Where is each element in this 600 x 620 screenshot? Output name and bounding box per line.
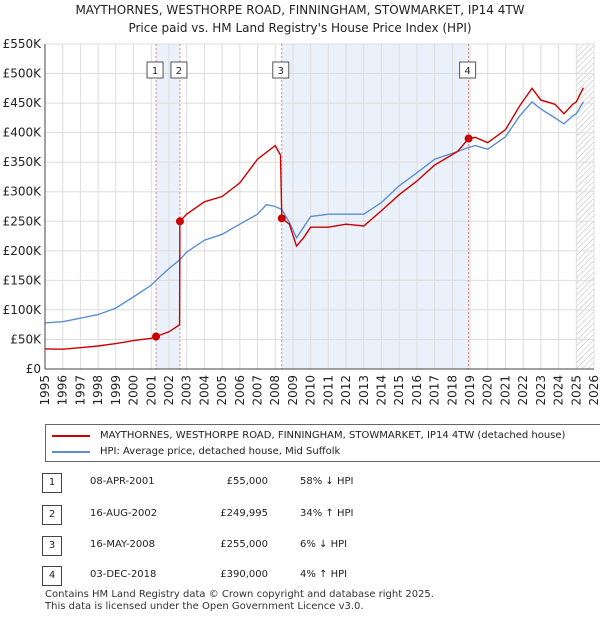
transaction-row: 1 08-APR-2001 £55,000 58% ↓ HPI [42,473,462,493]
x-tick-label: 2020 [481,375,495,406]
x-tick-label: 2017 [428,375,442,406]
x-tick-label: 2000 [127,375,141,406]
transaction-label: 3 [278,66,284,77]
y-tick-label: £0 [26,362,41,376]
x-tick-label: 2007 [251,375,265,406]
x-tick-label: 2003 [180,375,194,406]
x-tick-label: 2013 [357,375,371,406]
x-tick-label: 2015 [392,375,406,406]
transaction-number: 3 [42,536,62,556]
transaction-hpi: 6% ↓ HPI [300,539,348,550]
transaction-hpi: 34% ↑ HPI [300,508,354,519]
transaction-date: 16-AUG-2002 [90,508,158,519]
y-tick-label: £300K [3,185,43,199]
transaction-point [152,332,161,341]
transaction-label-box [272,61,290,79]
transaction-point [277,214,286,223]
x-tick-label: 2002 [162,375,176,406]
x-tick-label: 2012 [339,375,353,406]
y-tick-label: £500K [3,67,43,81]
x-tick-label: 1998 [91,375,105,406]
transaction-label: 1 [152,66,158,77]
transaction-number: 2 [42,505,62,525]
highlight-band [156,44,180,369]
chart-title-line1: MAYTHORNES, WESTHORPE ROAD, FINNINGHAM, … [75,3,525,17]
x-tick-label: 1997 [73,375,87,406]
legend-label-property: MAYTHORNES, WESTHORPE ROAD, FINNINGHAM, … [100,430,566,441]
transaction-price: £255,000 [220,539,268,550]
y-tick-label: £50K [10,332,42,346]
legend-line-hpi [52,451,90,453]
legend: MAYTHORNES, WESTHORPE ROAD, FINNINGHAM, … [45,424,600,462]
transaction-number: 4 [42,566,62,586]
x-tick-label: 2005 [215,375,229,406]
x-tick-label: 2001 [144,375,158,406]
y-tick-label: £250K [3,214,43,228]
y-tick-label: £400K [3,126,43,140]
transaction-date: 03-DEC-2018 [90,569,157,580]
transaction-row: 4 03-DEC-2018 £390,000 4% ↑ HPI [42,566,462,586]
legend-line-property [52,435,90,437]
transaction-date: 08-APR-2001 [90,476,155,487]
x-tick-label: 2014 [374,375,388,406]
x-tick-label: 2016 [410,375,424,406]
transaction-price: £390,000 [220,569,268,580]
transaction-label: 4 [464,66,470,77]
transaction-price: £249,995 [220,508,268,519]
x-tick-label: 2011 [321,375,335,406]
chart-title-line2: Price paid vs. HM Land Registry's House … [128,21,472,35]
x-tick-label: 2018 [445,375,459,406]
x-tick-label: 2006 [233,375,247,406]
legend-label-hpi: HPI: Average price, detached house, Mid … [100,446,341,457]
transaction-label-box [146,61,164,79]
forecast-hatch [576,44,594,369]
x-tick-label: 2008 [268,375,282,406]
x-tick-label: 2021 [498,375,512,406]
y-tick-label: £450K [3,96,43,110]
transaction-hpi: 4% ↑ HPI [300,569,348,580]
x-tick-label: 2026 [587,375,600,406]
transaction-label-box [170,61,188,79]
y-tick-label: £550K [3,37,43,51]
y-tick-label: £150K [3,273,43,287]
transaction-label: 2 [176,66,182,77]
x-tick-label: 2024 [552,375,566,406]
transaction-row: 3 16-MAY-2008 £255,000 6% ↓ HPI [42,536,462,556]
footer-copyright: Contains HM Land Registry data © Crown c… [45,589,434,600]
y-tick-label: £350K [3,155,43,169]
transaction-row: 2 16-AUG-2002 £249,995 34% ↑ HPI [42,505,462,525]
hpi-line [44,100,584,324]
x-tick-label: 2022 [516,375,530,406]
x-tick-label: 1999 [109,375,123,406]
transaction-price: £55,000 [226,476,268,487]
transaction-point [175,217,184,226]
x-tick-label: 2019 [463,375,477,406]
y-tick-label: £200K [3,244,43,258]
x-tick-label: 2010 [304,375,318,406]
transaction-number: 1 [42,473,62,493]
x-tick-label: 1996 [56,375,70,406]
x-tick-label: 2023 [534,375,548,406]
transaction-label-box [459,61,477,79]
footer-licence: This data is licensed under the Open Gov… [45,601,364,612]
x-tick-label: 2025 [569,375,583,406]
x-tick-label: 1995 [38,375,52,406]
x-tick-label: 2009 [286,375,300,406]
y-tick-label: £100K [3,303,43,317]
transaction-point [464,134,473,143]
transaction-hpi: 58% ↓ HPI [300,476,354,487]
price-chart: £0 £50K £100K £150K £200K £250K £300K £350K £400… [3,37,600,406]
x-tick-label: 2004 [197,375,211,406]
transaction-date: 16-MAY-2008 [90,539,156,550]
